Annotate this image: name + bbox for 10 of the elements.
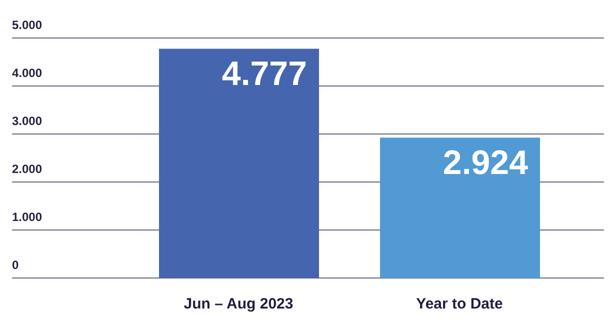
y-tick-label: 3.000 — [12, 114, 42, 128]
x-tick-label: Jun – Aug 2023 — [184, 296, 294, 313]
data-label: 2.924 — [442, 144, 528, 182]
data-label: 4.777 — [222, 54, 307, 93]
y-tick-label: 1.000 — [12, 210, 42, 224]
y-tick-label: 2.000 — [12, 162, 42, 176]
y-tick-label: 5.000 — [12, 18, 42, 32]
x-tick-label: Year to Date — [416, 296, 503, 313]
y-tick-label: 0 — [12, 258, 19, 272]
y-tick-label: 4.000 — [12, 66, 42, 80]
